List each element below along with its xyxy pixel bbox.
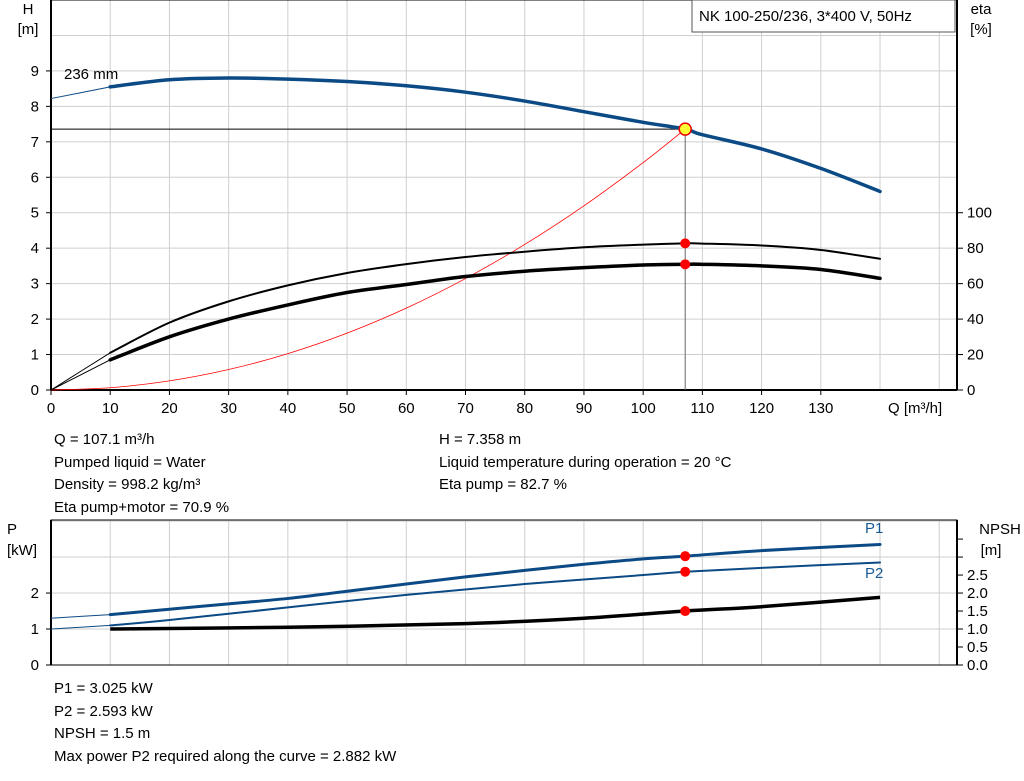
y2-tick-label: 100 — [967, 205, 992, 222]
npsh-curve — [110, 595, 881, 631]
x-axis-label: Q [m³/h] — [888, 400, 942, 417]
p2-curve-extension — [50, 624, 111, 630]
x-tick-label: 30 — [220, 400, 237, 417]
x-tick-label: 70 — [457, 400, 474, 417]
y2-tick-label: 0.5 — [967, 639, 988, 656]
chart-title: NK 100-250/236, 3*400 V, 50Hz — [699, 8, 912, 25]
info-p2: P2 = 2.593 kW — [54, 702, 153, 720]
y-tick-label: 8 — [31, 98, 39, 115]
y2-tick-label: 0 — [967, 382, 975, 399]
y2-tick-label: 2.5 — [967, 567, 988, 584]
y2-tick-label: 1.5 — [967, 603, 988, 620]
y-tick-label: 1 — [31, 347, 39, 364]
y-axis-label: P — [7, 521, 17, 538]
y-tick-label: 0 — [31, 657, 39, 674]
info-eta-pump-motor: Eta pump+motor = 70.9 % — [54, 498, 230, 516]
y-tick-label: 2 — [31, 585, 39, 602]
info-npsh: NPSH = 1.5 m — [54, 725, 151, 742]
y-tick-label: 2 — [31, 311, 39, 328]
info-eta-pump: Eta pump = 82.7 % — [439, 476, 567, 493]
p1-curve — [108, 542, 882, 617]
y2-tick-label: 0.0 — [967, 657, 988, 674]
p1-curve-extension — [50, 614, 111, 619]
y2-tick-label: 1.0 — [967, 621, 988, 638]
y2-tick-label: 80 — [967, 240, 984, 257]
x-tick-label: 100 — [631, 400, 656, 417]
curve-label: 236 mm — [64, 66, 118, 83]
p1-point — [680, 551, 691, 562]
y-tick-label: 9 — [31, 63, 39, 80]
y-tick-label: 6 — [31, 169, 39, 186]
eta-pump-motor-curve — [108, 262, 882, 362]
x-tick-label: 120 — [749, 400, 774, 417]
y-tick-label: 4 — [31, 240, 39, 257]
p2-curve — [109, 561, 882, 627]
eta-pump-motor-point — [680, 259, 691, 270]
duty-point — [678, 122, 692, 136]
npsh-point — [680, 606, 691, 617]
info-temperature: Liquid temperature during operation = 20… — [439, 453, 732, 471]
y2-tick-label: 60 — [967, 276, 984, 293]
y-tick-label: 7 — [31, 134, 39, 151]
x-tick-label: 110 — [690, 400, 714, 417]
eta-pump-curve — [109, 242, 882, 354]
eta-pump-curve-extension — [50, 352, 111, 391]
x-tick-label: 0 — [47, 400, 55, 417]
y2-axis-label: eta — [971, 1, 993, 18]
y-axis-label: H — [23, 1, 34, 18]
p2-point — [680, 566, 691, 577]
p2-label: P2 — [865, 565, 883, 582]
x-tick-label: 40 — [280, 400, 297, 417]
y-tick-label: 1 — [31, 621, 39, 638]
info-right: H = 7.358 m Liquid temperature during op… — [439, 429, 731, 497]
info-max-p2: Max power P2 required along the curve = … — [54, 747, 397, 765]
y2-axis-unit: [m] — [981, 542, 1002, 559]
y-axis-unit: [kW] — [7, 542, 37, 559]
system-curve — [50, 128, 686, 391]
eta-pump-motor-curve-extension — [50, 359, 111, 391]
info-h: H = 7.358 m — [439, 431, 522, 448]
info-left: Q = 107.1 m³/h Pumped liquid = Water Den… — [54, 429, 229, 519]
x-tick-label: 80 — [516, 400, 533, 417]
x-tick-label: 130 — [808, 400, 833, 417]
head-curve-extension — [50, 86, 111, 100]
p1-label: P1 — [865, 520, 883, 537]
y-axis-unit: [m] — [18, 21, 39, 38]
x-tick-label: 90 — [576, 400, 593, 417]
x-tick-label: 10 — [102, 400, 119, 417]
x-tick-label: 60 — [398, 400, 415, 417]
info-liquid: Pumped liquid = Water — [54, 453, 206, 471]
title-box — [691, 0, 956, 33]
y-tick-label: 3 — [31, 276, 39, 293]
y2-tick-label: 20 — [967, 347, 984, 364]
y2-tick-label: 40 — [967, 311, 984, 328]
info-density: Density = 998.2 kg/m³ — [54, 476, 201, 493]
y-tick-label: 0 — [31, 382, 39, 399]
info-q: Q = 107.1 m³/h — [54, 431, 155, 448]
info-p1: P1 = 3.025 kW — [54, 680, 153, 697]
info-power: P1 = 3.025 kW P2 = 2.593 kW NPSH = 1.5 m… — [54, 678, 396, 768]
x-tick-label: 20 — [161, 400, 178, 417]
y2-tick-label: 2.0 — [967, 585, 988, 602]
eta-pump-point — [680, 238, 691, 249]
y-tick-label: 5 — [31, 205, 39, 222]
y2-axis-label: NPSH — [979, 521, 1021, 538]
x-tick-label: 50 — [339, 400, 356, 417]
y2-axis-unit: [%] — [970, 21, 992, 38]
head-curve — [108, 76, 882, 194]
